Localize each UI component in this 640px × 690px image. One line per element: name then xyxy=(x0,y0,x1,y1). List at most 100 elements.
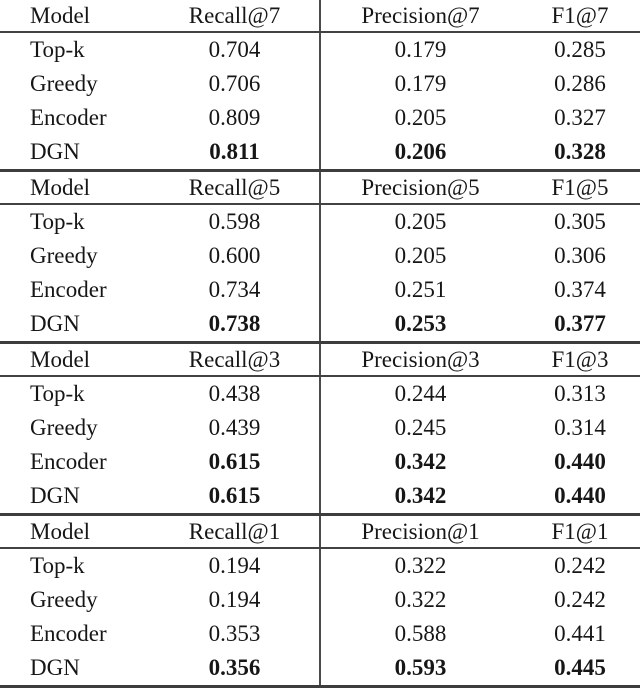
precision-value-cell: 0.245 xyxy=(319,411,520,445)
column-header-recall: Recall@3 xyxy=(150,342,320,377)
table-header-row: Model Recall@7 Precision@7 F1@7 xyxy=(0,0,640,33)
column-header-model: Model xyxy=(0,514,150,549)
model-name-cell: Top-k xyxy=(30,209,85,234)
precision-value-cell: 0.205 xyxy=(319,204,520,239)
table-row: Top-k 0.194 0.322 0.242 xyxy=(0,548,640,583)
column-header-model: Model xyxy=(0,342,150,377)
precision-value-cell: 0.179 xyxy=(319,32,520,67)
table-row: DGN 0.615 0.342 0.440 xyxy=(0,479,640,516)
column-header-f1: F1@7 xyxy=(520,0,640,33)
f1-value-cell: 0.286 xyxy=(554,71,606,96)
recall-value-cell: 0.194 xyxy=(208,587,261,612)
table-block-k3: Model Recall@3 Precision@3 F1@3 Top-k 0.… xyxy=(0,342,640,516)
f1-value-cell: 0.305 xyxy=(554,209,606,234)
table-header-row: Model Recall@1 Precision@1 F1@1 xyxy=(0,514,640,549)
recall-value-cell: 0.439 xyxy=(208,415,261,440)
precision-value-cell: 0.322 xyxy=(319,583,520,617)
f1-value-cell: 0.377 xyxy=(520,307,640,344)
column-header-f1: F1@5 xyxy=(520,170,640,205)
table-row: Greedy 0.439 0.245 0.314 xyxy=(0,411,640,445)
column-header-recall: Recall@5 xyxy=(150,170,320,205)
model-name-cell: Top-k xyxy=(30,381,85,406)
recall-value-cell: 0.809 xyxy=(208,105,261,130)
model-name-cell: Top-k xyxy=(30,37,85,62)
column-header-recall: Recall@1 xyxy=(150,514,320,549)
precision-value-cell: 0.342 xyxy=(319,479,520,516)
f1-value-cell: 0.441 xyxy=(554,621,606,646)
table-header-row: Model Recall@5 Precision@5 F1@5 xyxy=(0,170,640,205)
table-row: Top-k 0.704 0.179 0.285 xyxy=(0,32,640,67)
precision-value-cell: 0.342 xyxy=(319,445,520,479)
recall-value-cell: 0.615 xyxy=(150,479,320,516)
recall-value-cell: 0.356 xyxy=(150,651,320,688)
table-row: Greedy 0.706 0.179 0.286 xyxy=(0,67,640,101)
recall-value-cell: 0.353 xyxy=(208,621,261,646)
precision-value-cell: 0.205 xyxy=(319,101,520,135)
model-name-cell: Top-k xyxy=(30,553,85,578)
precision-value-cell: 0.179 xyxy=(319,67,520,101)
f1-value-cell: 0.328 xyxy=(520,135,640,172)
model-name-cell: Encoder xyxy=(30,449,107,474)
f1-value-cell: 0.440 xyxy=(520,479,640,516)
table-row: Encoder 0.809 0.205 0.327 xyxy=(0,101,640,135)
precision-value-cell: 0.322 xyxy=(319,548,520,583)
table-row: Greedy 0.600 0.205 0.306 xyxy=(0,239,640,273)
table-row: Encoder 0.615 0.342 0.440 xyxy=(0,445,640,479)
model-name-cell: DGN xyxy=(0,479,150,516)
precision-value-cell: 0.251 xyxy=(319,273,520,307)
column-header-precision: Precision@7 xyxy=(319,0,520,33)
column-header-recall: Recall@7 xyxy=(150,0,320,33)
column-header-model: Model xyxy=(0,170,150,205)
precision-value-cell: 0.205 xyxy=(319,239,520,273)
table-row: Top-k 0.598 0.205 0.305 xyxy=(0,204,640,239)
f1-value-cell: 0.242 xyxy=(554,553,606,578)
table-row: DGN 0.738 0.253 0.377 xyxy=(0,307,640,344)
f1-value-cell: 0.374 xyxy=(554,277,606,302)
recall-value-cell: 0.704 xyxy=(208,37,261,62)
recall-value-cell: 0.194 xyxy=(208,553,261,578)
recall-value-cell: 0.438 xyxy=(208,381,261,406)
table-row: Encoder 0.353 0.588 0.441 xyxy=(0,617,640,651)
model-name-cell: DGN xyxy=(0,307,150,344)
precision-value-cell: 0.593 xyxy=(319,651,520,688)
model-name-cell: DGN xyxy=(0,651,150,688)
column-header-f1: F1@1 xyxy=(520,514,640,549)
table-block-k5: Model Recall@5 Precision@5 F1@5 Top-k 0.… xyxy=(0,170,640,344)
f1-value-cell: 0.306 xyxy=(554,243,606,268)
column-header-model: Model xyxy=(0,0,150,33)
column-header-precision: Precision@3 xyxy=(319,342,520,377)
table-header-row: Model Recall@3 Precision@3 F1@3 xyxy=(0,342,640,377)
f1-value-cell: 0.313 xyxy=(554,381,606,406)
precision-value-cell: 0.253 xyxy=(319,307,520,344)
column-header-precision: Precision@5 xyxy=(319,170,520,205)
table-row: Greedy 0.194 0.322 0.242 xyxy=(0,583,640,617)
f1-value-cell: 0.314 xyxy=(554,415,606,440)
column-header-f1: F1@3 xyxy=(520,342,640,377)
table-row: Encoder 0.734 0.251 0.374 xyxy=(0,273,640,307)
recall-value-cell: 0.615 xyxy=(208,449,261,474)
f1-value-cell: 0.327 xyxy=(554,105,606,130)
table-row: DGN 0.356 0.593 0.445 xyxy=(0,651,640,688)
precision-value-cell: 0.206 xyxy=(319,135,520,172)
f1-value-cell: 0.285 xyxy=(554,37,606,62)
recall-value-cell: 0.738 xyxy=(150,307,320,344)
recall-value-cell: 0.598 xyxy=(208,209,261,234)
model-name-cell: Greedy xyxy=(30,243,98,268)
table-row: Top-k 0.438 0.244 0.313 xyxy=(0,376,640,411)
f1-value-cell: 0.445 xyxy=(520,651,640,688)
recall-value-cell: 0.600 xyxy=(208,243,261,268)
table-block-k7: Model Recall@7 Precision@7 F1@7 Top-k 0.… xyxy=(0,0,640,172)
precision-value-cell: 0.588 xyxy=(319,617,520,651)
model-name-cell: Greedy xyxy=(30,587,98,612)
table-row: DGN 0.811 0.206 0.328 xyxy=(0,135,640,172)
model-name-cell: Greedy xyxy=(30,71,98,96)
model-name-cell: Greedy xyxy=(30,415,98,440)
recall-value-cell: 0.706 xyxy=(208,71,261,96)
f1-value-cell: 0.242 xyxy=(554,587,606,612)
recall-value-cell: 0.734 xyxy=(208,277,261,302)
precision-value-cell: 0.244 xyxy=(319,376,520,411)
table-block-k1: Model Recall@1 Precision@1 F1@1 Top-k 0.… xyxy=(0,514,640,688)
recall-value-cell: 0.811 xyxy=(150,135,320,172)
model-name-cell: Encoder xyxy=(30,277,107,302)
